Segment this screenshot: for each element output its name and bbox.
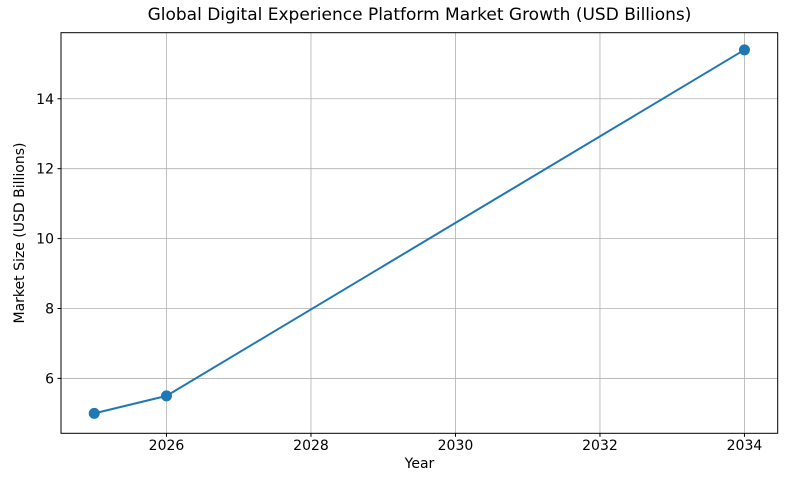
trend-line [93,48,746,415]
x-tick-label: 2030 [438,438,474,454]
x-axis-label: Year [404,456,435,472]
y-tick-label: 8 [45,302,54,318]
chart-title: Global Digital Experience Platform Marke… [147,5,692,25]
data-point-marker [160,390,172,402]
y-tick-label: 14 [36,92,54,108]
data-point-marker [88,407,100,419]
x-tick-label: 2032 [582,438,618,454]
y-tick-label: 10 [36,232,54,248]
x-tick-label: 2026 [149,438,185,454]
x-tick-label: 2028 [293,438,329,454]
data-point-marker [738,44,750,56]
plot-border [60,32,779,434]
x-tick-label: 2034 [727,438,763,454]
y-tick-label: 6 [45,371,54,387]
y-axis-label: Market Size (USD Billions) [12,142,28,324]
y-tick-label: 12 [36,162,54,178]
